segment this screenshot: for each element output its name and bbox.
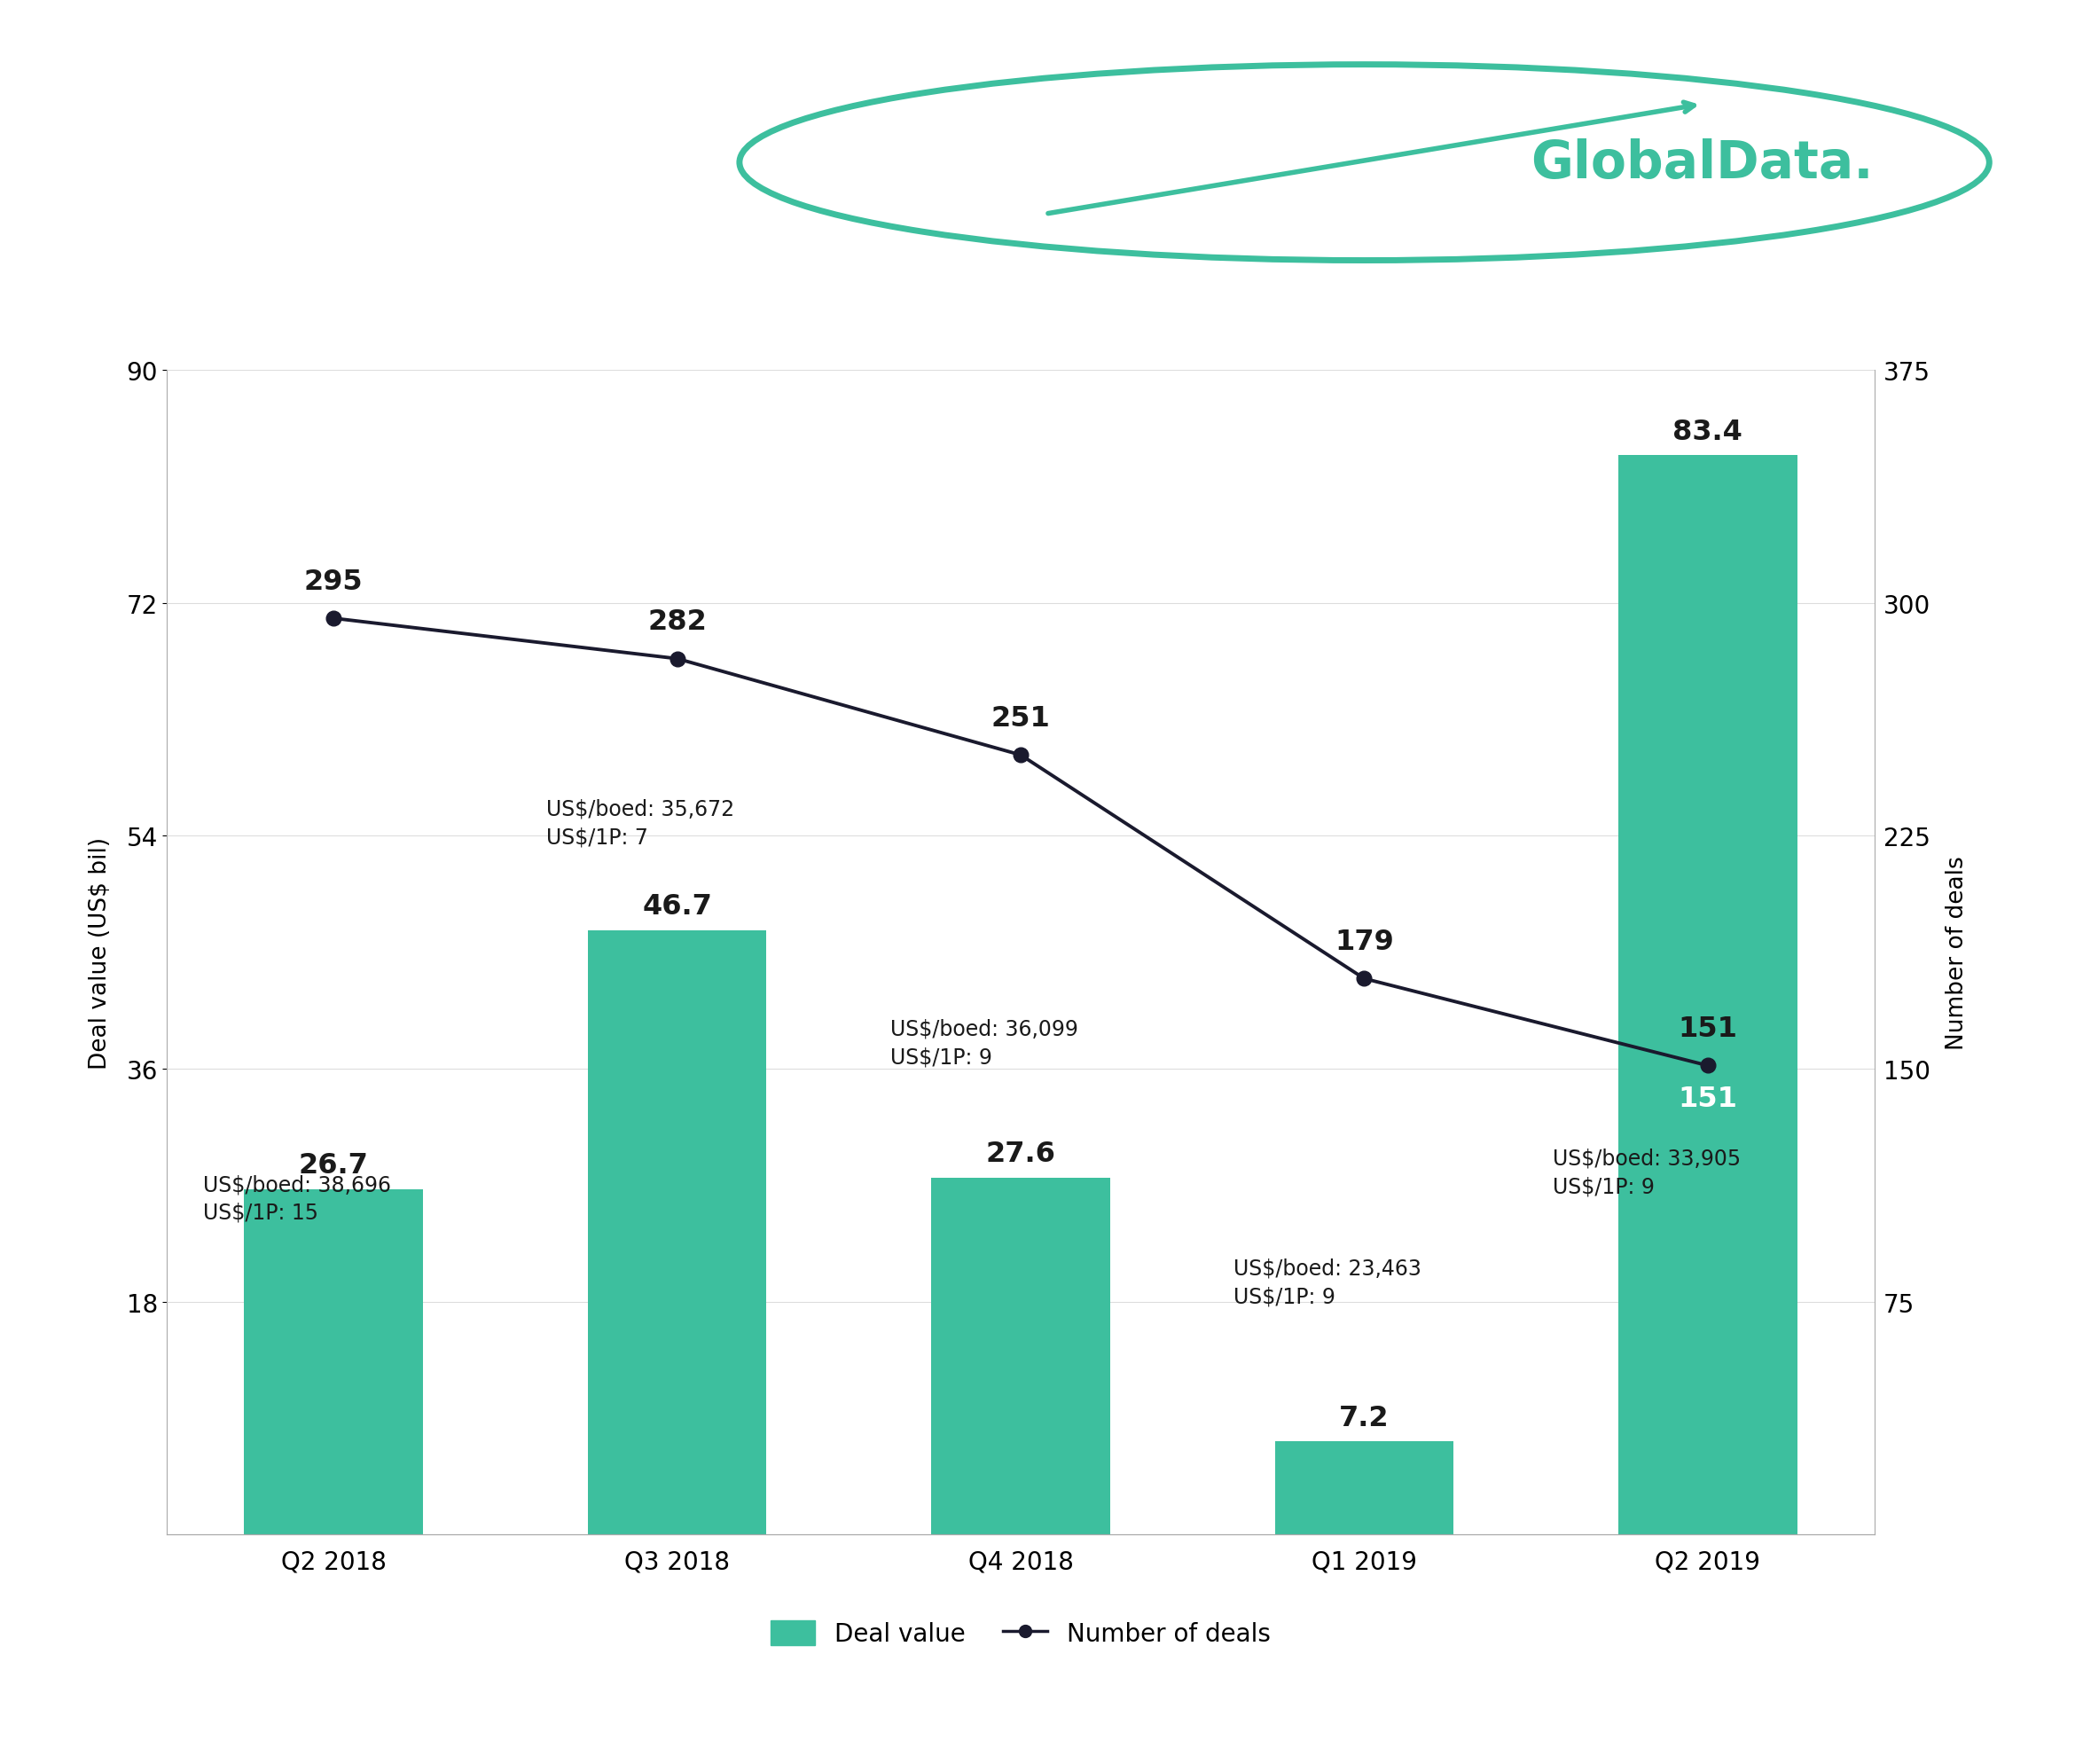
Bar: [587, 931, 767, 1535]
Text: 179: 179: [1335, 928, 1394, 956]
Text: 151: 151: [1679, 1014, 1737, 1043]
Text: Source:  GlobalData, Oil and Gas Intelligence Center: Source: GlobalData, Oil and Gas Intellig…: [533, 1663, 1550, 1697]
Bar: [244, 1189, 423, 1535]
Text: 295: 295: [304, 568, 362, 596]
Legend: Deal value, Number of deals: Deal value, Number of deals: [760, 1611, 1281, 1656]
Text: 7.2: 7.2: [1339, 1404, 1389, 1431]
Text: US$/boed: 35,672
US$/1P: 7: US$/boed: 35,672 US$/1P: 7: [546, 799, 735, 848]
Text: GlobalData.: GlobalData.: [1531, 138, 1875, 189]
Text: 282: 282: [648, 609, 706, 635]
Bar: [931, 1178, 1110, 1535]
Text: US$/boed: 23,463
US$/1P: 9: US$/boed: 23,463 US$/1P: 9: [1233, 1258, 1421, 1307]
Text: 151: 151: [1679, 1085, 1737, 1113]
Bar: [1275, 1441, 1454, 1535]
Y-axis label: Number of deals: Number of deals: [1946, 856, 1968, 1050]
Text: 27.6: 27.6: [985, 1140, 1056, 1168]
Y-axis label: Deal value (US$ bil): Deal value (US$ bil): [90, 836, 112, 1069]
Text: Upstream M&A deal value
and number of deals,
Q2 2019: Upstream M&A deal value and number of de…: [62, 81, 604, 213]
Text: 26.7: 26.7: [298, 1152, 369, 1178]
Text: US$/boed: 38,696
US$/1P: 15: US$/boed: 38,696 US$/1P: 15: [202, 1173, 392, 1222]
Bar: [1618, 455, 1798, 1535]
Text: US$/boed: 33,905
US$/1P: 9: US$/boed: 33,905 US$/1P: 9: [1554, 1148, 1741, 1198]
Text: 251: 251: [992, 704, 1050, 732]
Text: 46.7: 46.7: [642, 893, 712, 921]
Text: US$/boed: 36,099
US$/1P: 9: US$/boed: 36,099 US$/1P: 9: [889, 1018, 1079, 1067]
Text: 83.4: 83.4: [1673, 418, 1743, 446]
